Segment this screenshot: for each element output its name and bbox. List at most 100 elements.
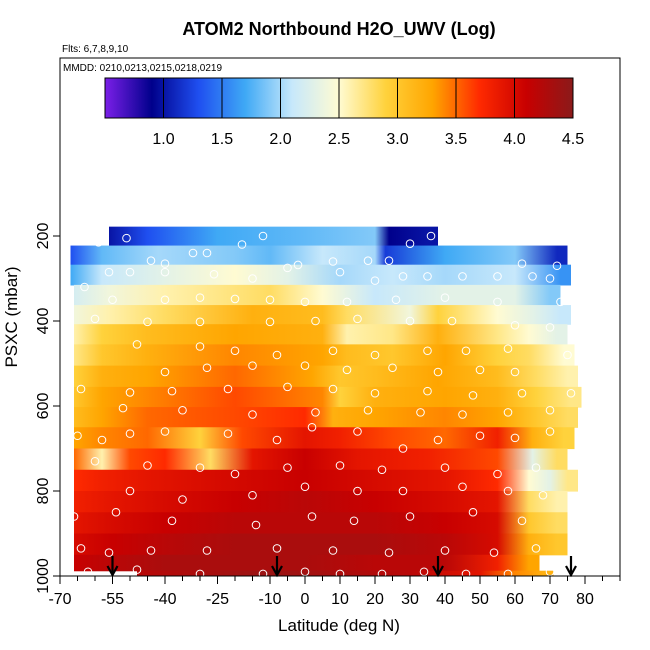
sample-point xyxy=(125,486,135,496)
sample-point xyxy=(132,340,142,349)
sample-point xyxy=(493,297,502,307)
sample-point xyxy=(405,316,415,326)
sample-point xyxy=(160,367,170,377)
heatmap-band xyxy=(74,365,578,388)
x-tick-label: 20 xyxy=(366,591,384,608)
sample-point xyxy=(258,231,268,241)
heatmap-band xyxy=(74,512,568,535)
sample-point xyxy=(489,548,499,557)
x-tick-label: -25 xyxy=(206,591,229,608)
x-tick-label: 50 xyxy=(471,591,489,608)
sample-point xyxy=(510,433,520,443)
sample-point xyxy=(104,267,114,277)
sample-point xyxy=(178,495,187,504)
sample-point xyxy=(423,346,432,356)
sample-point xyxy=(370,350,380,360)
sample-point xyxy=(90,314,100,324)
x-tick-label: 40 xyxy=(436,591,454,608)
sample-point xyxy=(370,388,380,398)
colorbar-tick-label: 3.5 xyxy=(445,131,467,148)
sample-point xyxy=(230,294,240,304)
heatmap-band xyxy=(70,264,571,286)
sample-point xyxy=(475,431,485,441)
sample-point xyxy=(328,384,338,394)
sample-point xyxy=(510,367,520,377)
sample-point xyxy=(202,248,212,258)
y-tick-label: 400 xyxy=(35,308,52,335)
sample-point xyxy=(461,346,471,356)
y-tick-label: 200 xyxy=(35,223,52,250)
sample-point xyxy=(160,295,170,305)
sample-point xyxy=(517,516,527,526)
sample-point xyxy=(353,486,362,496)
sample-point xyxy=(384,256,394,265)
sample-point xyxy=(195,569,205,576)
sample-point xyxy=(283,263,292,273)
sample-point xyxy=(447,316,457,326)
sample-point xyxy=(342,365,352,375)
sample-point xyxy=(188,248,198,258)
sample-point xyxy=(458,272,467,281)
sample-point xyxy=(160,267,170,277)
sample-point xyxy=(370,276,380,285)
sample-point xyxy=(311,408,320,417)
sample-point xyxy=(423,386,432,396)
sample-point xyxy=(545,323,555,332)
sample-point xyxy=(248,361,257,370)
sample-point xyxy=(272,435,282,445)
sample-point xyxy=(468,507,478,517)
colorbar-tick-label: 4.0 xyxy=(503,131,525,148)
heatmap-band xyxy=(70,245,568,266)
y-axis: 200 400 600 800 1000 xyxy=(35,223,60,594)
heatmap-band xyxy=(74,324,568,345)
sample-point xyxy=(423,272,432,281)
y-tick-label: 1000 xyxy=(35,558,52,594)
heatmap-band xyxy=(74,284,561,306)
heatmap-band xyxy=(74,386,582,408)
sample-point xyxy=(293,260,303,270)
sample-point xyxy=(405,239,415,248)
sample-point xyxy=(143,317,152,327)
sample-point xyxy=(493,272,502,281)
sample-point xyxy=(272,350,282,360)
colorbar-tick-label: 3.0 xyxy=(386,131,408,148)
x-tick-label: 70 xyxy=(541,591,559,608)
sample-point xyxy=(265,317,275,327)
profile-arrows xyxy=(106,556,577,578)
sample-point xyxy=(258,569,268,576)
sample-point xyxy=(143,461,152,470)
sample-point xyxy=(531,544,541,553)
sample-point xyxy=(461,569,471,576)
sample-point xyxy=(202,363,212,373)
sample-point xyxy=(300,297,310,307)
sample-point xyxy=(335,569,345,576)
x-axis-label: Latitude (deg N) xyxy=(278,616,400,635)
sample-point xyxy=(195,293,205,302)
x-tick-label: -55 xyxy=(101,591,124,608)
sample-point xyxy=(458,482,467,492)
sample-point xyxy=(307,512,317,521)
sample-point xyxy=(69,512,79,521)
heatmap-bands xyxy=(70,226,582,576)
sample-point xyxy=(545,274,555,283)
profile-arrowhead xyxy=(565,565,577,578)
sample-point xyxy=(311,316,320,326)
sample-point xyxy=(384,548,394,557)
sample-point xyxy=(416,408,425,417)
sample-point xyxy=(125,267,135,277)
flights-note: Flts: 6,7,8,9,10 xyxy=(62,44,129,55)
sample-point xyxy=(118,403,128,413)
sample-point xyxy=(377,569,387,576)
sample-point xyxy=(167,516,177,526)
sample-point xyxy=(517,259,527,268)
sample-point xyxy=(563,350,572,360)
sample-point xyxy=(556,297,565,307)
sample-point xyxy=(97,435,107,445)
sample-point xyxy=(223,384,233,394)
sample-point xyxy=(223,429,233,438)
sample-point xyxy=(300,361,310,370)
sample-point xyxy=(566,388,576,398)
sample-point xyxy=(335,267,345,277)
heatmap-band xyxy=(74,448,568,471)
